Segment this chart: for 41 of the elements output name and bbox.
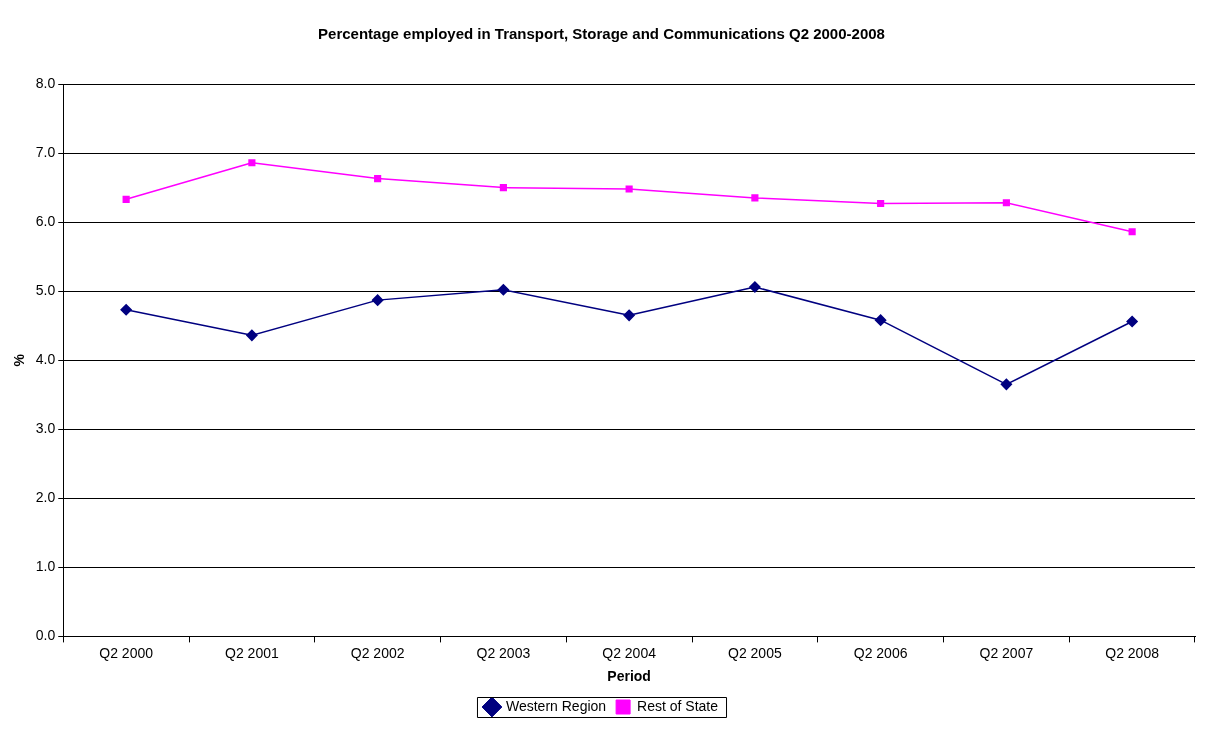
x-tick-label: Q2 2000 — [99, 644, 154, 661]
x-tick-label: Q2 2001 — [225, 644, 279, 661]
x-tick-label: Q2 2004 — [602, 644, 657, 661]
x-axis-title: Period — [607, 668, 651, 685]
x-tick-label: Q2 2002 — [350, 644, 405, 661]
point — [1128, 228, 1136, 236]
x-tick-label: Q2 2003 — [476, 644, 531, 661]
point — [371, 294, 384, 306]
point — [122, 195, 130, 203]
y-tick-label: 7.0 — [35, 143, 56, 160]
point — [749, 281, 761, 293]
y-tick-label: 2.0 — [35, 489, 56, 506]
y-axis-title: % — [11, 353, 28, 367]
legend-label: Western Region — [505, 697, 607, 714]
legend-label: Rest of State — [637, 697, 719, 714]
point — [751, 194, 759, 202]
chart-title: Percentage employed in Transport, Storage and Communications Q2 2000-2008 — [318, 25, 885, 43]
point — [1002, 199, 1010, 207]
point — [1126, 315, 1138, 328]
point — [246, 329, 258, 342]
x-tick-label: Q2 2005 — [728, 644, 782, 661]
y-tick-label: 3.0 — [35, 420, 56, 437]
y-tick-label: 4.0 — [35, 351, 56, 368]
y-tick-label: 8.0 — [35, 74, 56, 91]
point — [877, 199, 885, 208]
y-tick-label: 5.0 — [35, 282, 56, 299]
point — [625, 185, 633, 193]
point — [497, 284, 510, 296]
x-tick-label: Q2 2006 — [853, 644, 908, 661]
x-tick-label: Q2 2008 — [1105, 644, 1160, 661]
point — [120, 304, 132, 316]
point — [623, 309, 635, 322]
y-tick-label: 1.0 — [35, 558, 56, 575]
point — [248, 159, 256, 167]
point — [1000, 378, 1013, 391]
y-tick-label: 0.0 — [35, 627, 56, 644]
x-tick-label: Q2 2007 — [979, 644, 1034, 661]
y-tick-label: 6.0 — [35, 212, 56, 229]
point — [374, 175, 382, 183]
point — [499, 184, 507, 192]
point — [874, 314, 887, 326]
